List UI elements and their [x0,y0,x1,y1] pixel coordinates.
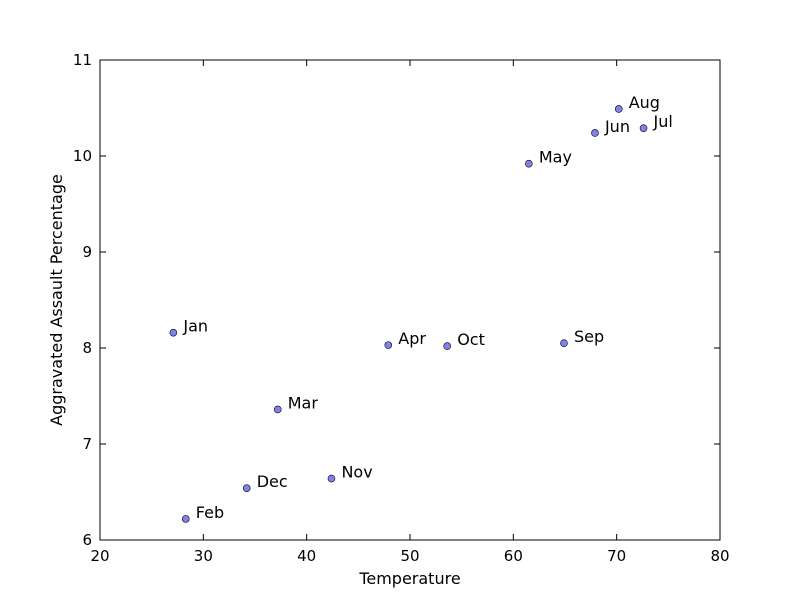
data-point-nov [327,474,336,483]
y-tick-label: 6 [82,531,92,549]
point-label-dec: Dec [257,472,288,491]
data-point-oct [443,342,452,350]
y-axis-ticks: 6 7 8 9 10 11 [73,51,720,549]
point-label-may: May [539,148,572,167]
x-tick-label: 80 [710,547,729,565]
data-point-sep [560,339,568,348]
data-point-dec [242,484,251,492]
x-tick-label: 30 [194,547,213,565]
point-label-sep: Sep [574,327,604,346]
y-axis-title: Aggravated Assault Percentage [47,174,66,426]
point-label-jun: Jun [604,117,630,136]
y-tick-label: 11 [73,51,92,69]
data-point-jun [591,129,599,137]
point-label-mar: Mar [288,393,319,412]
data-point-apr [384,341,393,349]
point-label-apr: Apr [398,329,426,348]
y-tick-label: 8 [82,339,92,357]
x-tick-label: 50 [400,547,419,565]
y-tick-label: 7 [82,435,92,453]
data-point-jul [639,124,648,132]
plot-area-frame [99,59,721,541]
x-tick-label: 70 [607,547,626,565]
point-label-jan: Jan [182,317,208,336]
data-point-aug [614,105,623,113]
x-tick-label: 40 [297,547,316,565]
x-tick-label: 20 [90,547,109,565]
point-label-jul: Jul [653,112,673,131]
point-label-nov: Nov [341,463,372,482]
y-tick-label: 10 [73,147,92,165]
data-points [169,105,648,523]
x-tick-label: 60 [504,547,523,565]
x-axis-ticks: 20 30 40 50 60 70 80 [90,60,730,565]
data-point-jan [169,328,178,337]
point-label-oct: Oct [457,330,485,349]
data-point-may [525,159,533,168]
point-label-aug: Aug [629,93,660,112]
point-label-feb: Feb [196,503,224,522]
y-tick-label: 9 [82,243,92,261]
data-point-mar [273,405,282,414]
data-point-feb [181,515,190,523]
x-axis-title: Temperature [358,569,460,588]
